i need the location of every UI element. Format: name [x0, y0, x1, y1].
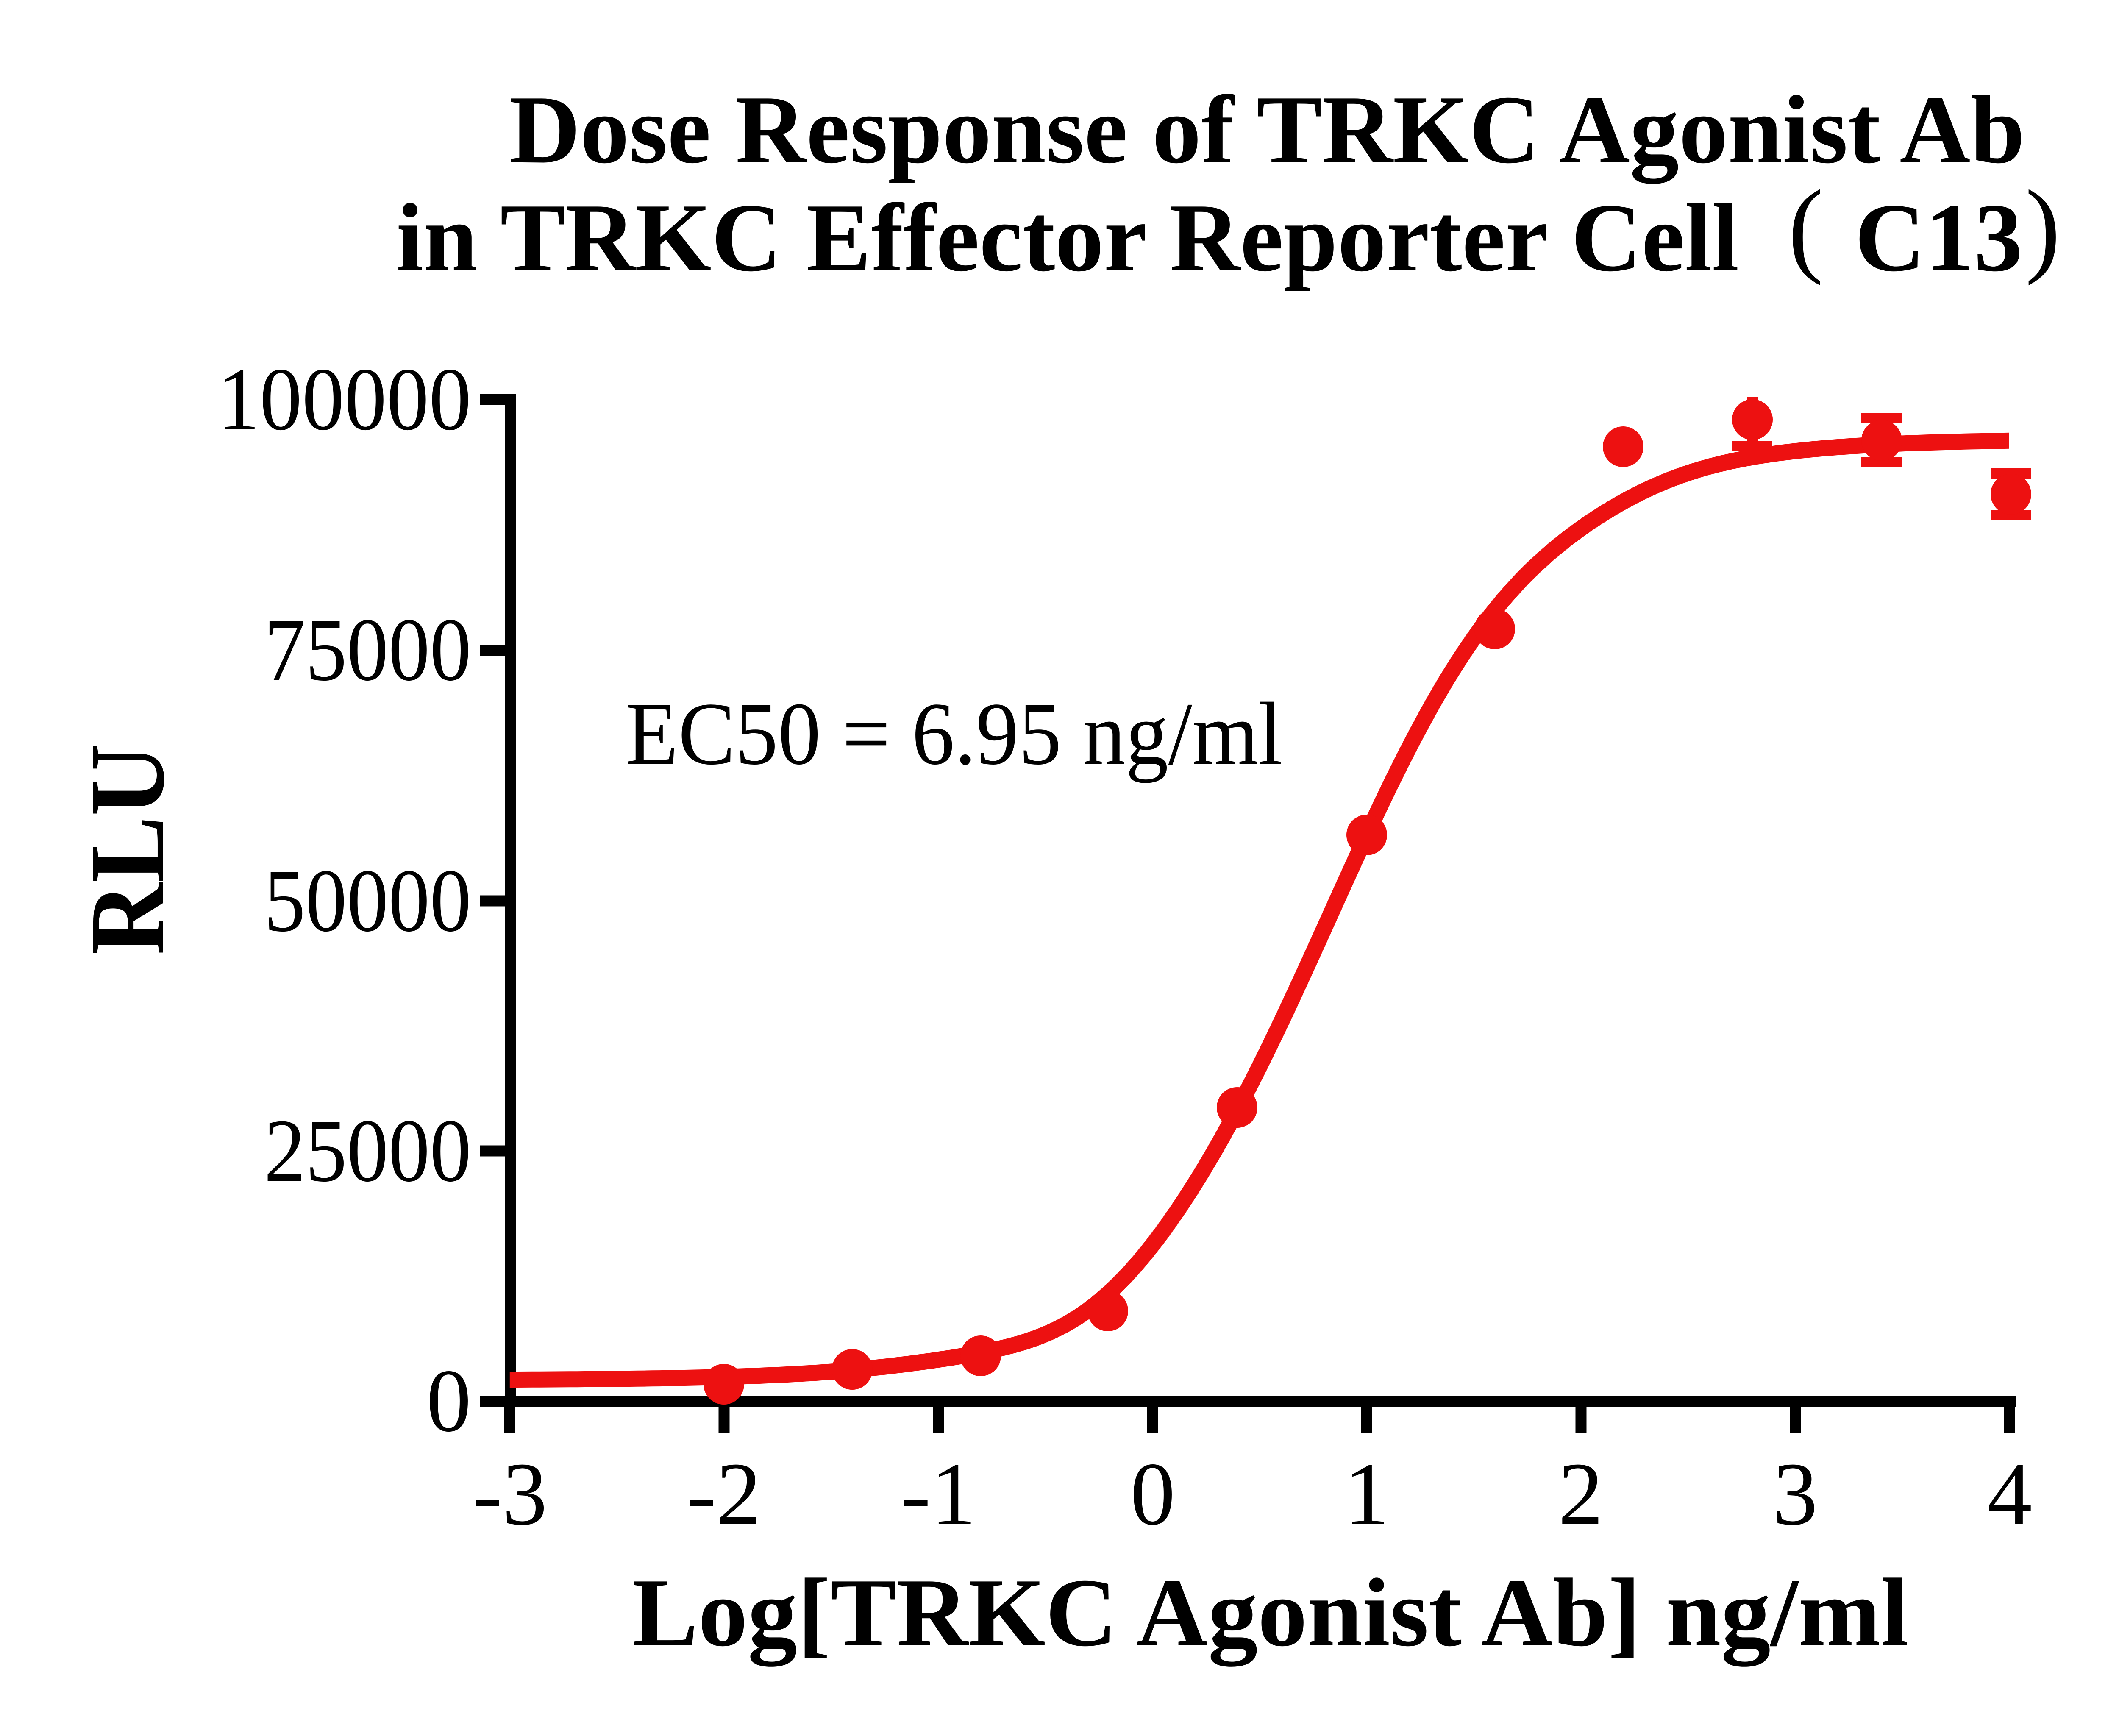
svg-text:4: 4	[1987, 1444, 2032, 1544]
svg-text:1: 1	[1344, 1444, 1389, 1544]
svg-text:2: 2	[1558, 1444, 1603, 1544]
svg-text:-2: -2	[687, 1444, 762, 1544]
svg-text:25000: 25000	[264, 1101, 471, 1200]
svg-text:75000: 75000	[264, 600, 471, 699]
svg-text:0: 0	[1130, 1444, 1175, 1544]
svg-text:RLU: RLU	[68, 744, 186, 955]
svg-text:EC50 = 6.95 ng/ml: EC50 = 6.95 ng/ml	[626, 684, 1282, 783]
svg-text:3: 3	[1773, 1444, 1818, 1544]
svg-text:100000: 100000	[217, 349, 471, 449]
svg-text:in TRKC Effector Reporter Cell: in TRKC Effector Reporter Cell(C13)	[396, 169, 2061, 292]
svg-text:Dose Response of TRKC Agonist: Dose Response of TRKC Agonist Ab	[509, 75, 2025, 184]
svg-text:-1: -1	[901, 1444, 976, 1544]
svg-text:Log[TRKC Agonist Ab] ng/ml: Log[TRKC Agonist Ab] ng/ml	[632, 1558, 1908, 1667]
svg-text:50000: 50000	[264, 851, 471, 950]
svg-text:0: 0	[426, 1351, 471, 1450]
svg-text:-3: -3	[473, 1444, 548, 1544]
